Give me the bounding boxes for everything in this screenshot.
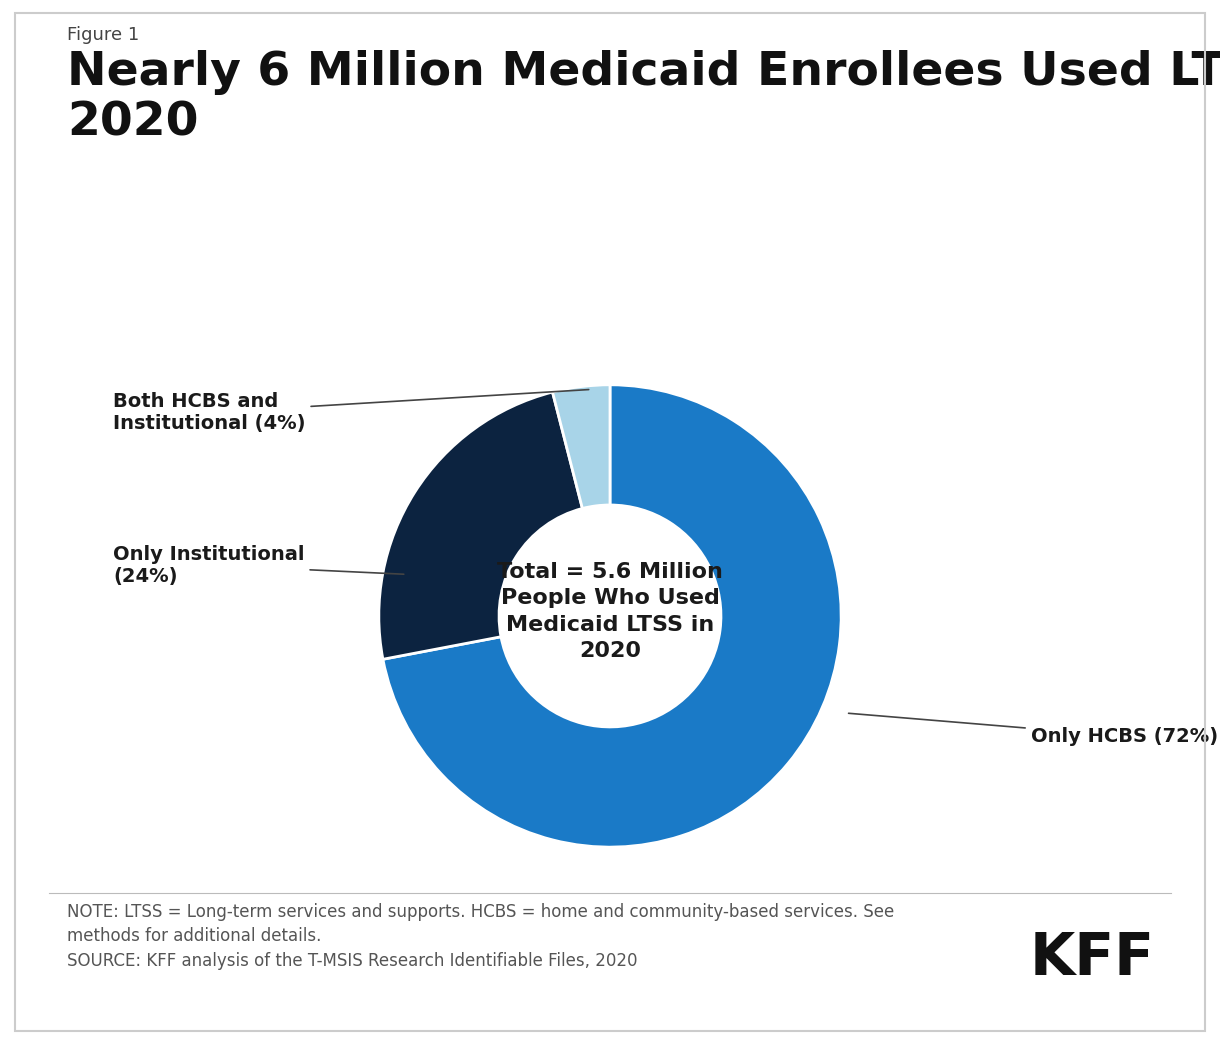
Text: methods for additional details.: methods for additional details. bbox=[67, 927, 322, 945]
Wedge shape bbox=[383, 385, 841, 847]
Wedge shape bbox=[553, 385, 610, 508]
Text: Figure 1: Figure 1 bbox=[67, 26, 139, 44]
Wedge shape bbox=[379, 393, 582, 659]
Text: KFF: KFF bbox=[1030, 929, 1154, 987]
Text: Both HCBS and
Institutional (4%): Both HCBS and Institutional (4%) bbox=[113, 389, 589, 433]
Text: Total = 5.6 Million
People Who Used
Medicaid LTSS in
2020: Total = 5.6 Million People Who Used Medi… bbox=[497, 562, 723, 661]
Text: Only Institutional
(24%): Only Institutional (24%) bbox=[113, 545, 404, 586]
Text: NOTE: LTSS = Long-term services and supports. HCBS = home and community-based se: NOTE: LTSS = Long-term services and supp… bbox=[67, 903, 894, 921]
Text: Only HCBS (72%): Only HCBS (72%) bbox=[849, 713, 1218, 745]
Text: SOURCE: KFF analysis of the T-MSIS Research Identifiable Files, 2020: SOURCE: KFF analysis of the T-MSIS Resea… bbox=[67, 952, 638, 970]
Text: Nearly 6 Million Medicaid Enrollees Used LTSS in
2020: Nearly 6 Million Medicaid Enrollees Used… bbox=[67, 50, 1220, 145]
